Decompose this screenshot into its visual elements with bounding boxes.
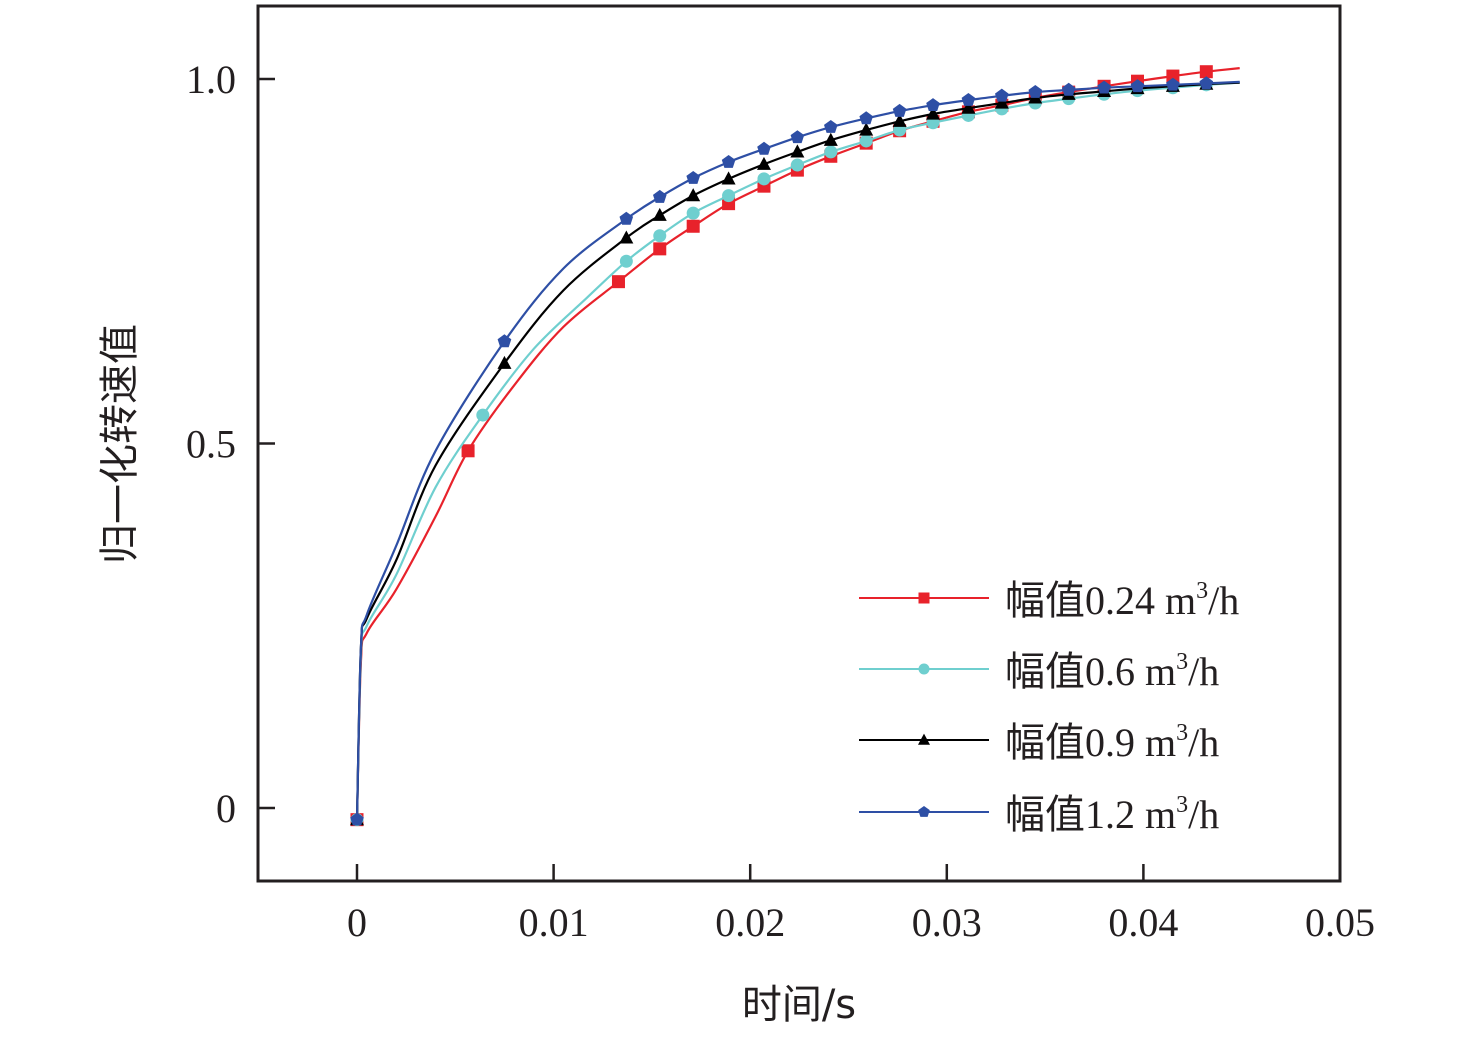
data-point: [961, 100, 976, 114]
legend-label: 幅值0.9 m3/h: [1005, 720, 1219, 765]
data-point: [497, 355, 512, 369]
data-point: [686, 206, 700, 220]
data-point: [790, 144, 805, 158]
data-point: [619, 230, 634, 244]
series-1: [350, 78, 1240, 827]
data-point: [1097, 80, 1111, 94]
data-point: [961, 93, 976, 106]
series-line: [355, 81, 1240, 820]
data-point: [721, 171, 736, 185]
data-point: [653, 229, 667, 243]
series-2: [350, 76, 1240, 826]
series-0: [350, 65, 1240, 827]
x-tick-label: 0.05: [1305, 900, 1375, 945]
y-tick-label: 0: [216, 786, 236, 831]
series-layer: [350, 65, 1240, 827]
data-point: [995, 88, 1009, 102]
series-line: [355, 67, 1240, 820]
data-point: [823, 132, 838, 146]
data-point: [859, 134, 873, 148]
data-point: [790, 158, 804, 172]
data-point: [859, 122, 874, 136]
legend-marker: [918, 663, 930, 675]
legend-label: 幅值0.6 m3/h: [1005, 649, 1219, 694]
series-3: [350, 76, 1240, 826]
x-tick-label: 0.04: [1108, 900, 1178, 945]
legend-item: 幅值0.24 m3/h: [859, 578, 1239, 623]
legend-item: 幅值1.2 m3/h: [859, 792, 1219, 837]
data-point: [824, 145, 838, 159]
data-point: [619, 254, 633, 268]
data-point: [859, 111, 873, 125]
data-point: [757, 141, 771, 155]
data-point: [653, 189, 667, 203]
legend-marker: [918, 733, 930, 745]
data-point: [926, 98, 940, 111]
data-point: [611, 275, 625, 289]
legend-item: 幅值0.9 m3/h: [859, 720, 1219, 765]
x-tick-label: 0: [347, 900, 367, 945]
legend-label: 幅值0.24 m3/h: [1005, 578, 1239, 623]
data-point: [756, 156, 771, 170]
data-point: [994, 95, 1009, 109]
data-point: [1199, 65, 1213, 79]
data-point: [926, 106, 941, 120]
data-point: [892, 103, 907, 117]
legend-marker: [918, 806, 930, 817]
y-axis: 0 0.5 1.0: [186, 57, 275, 831]
legend: 幅值0.24 m3/h 幅值0.6 m3/h 幅值0.9 m3/h 幅值1.2 m3/…: [859, 578, 1239, 837]
data-point: [1166, 69, 1180, 83]
data-point: [824, 120, 838, 133]
data-point: [1061, 82, 1076, 96]
data-point: [652, 207, 667, 221]
series-line: [355, 80, 1240, 820]
data-point: [619, 211, 634, 225]
data-point: [686, 171, 700, 184]
data-point: [892, 113, 907, 127]
legend-item: 幅值0.6 m3/h: [859, 649, 1219, 694]
data-point: [497, 334, 512, 348]
legend-marker: [918, 592, 930, 604]
data-point: [461, 444, 475, 458]
x-axis: 0 0.01 0.02 0.03 0.04 0.05: [347, 864, 1375, 945]
data-point: [1166, 77, 1180, 91]
data-point: [686, 188, 701, 202]
y-axis-title: 归一化转速值: [97, 324, 143, 564]
y-tick-label: 1.0: [186, 57, 236, 102]
data-point: [722, 189, 736, 203]
data-point: [1130, 79, 1145, 93]
data-point: [476, 408, 490, 422]
series-line: [355, 81, 1240, 820]
x-tick-label: 0.01: [519, 900, 589, 945]
data-point: [686, 219, 700, 233]
data-point: [1028, 85, 1043, 98]
data-point: [790, 130, 805, 144]
x-tick-label: 0.02: [715, 900, 785, 945]
data-point: [721, 155, 736, 168]
y-tick-label: 0.5: [186, 422, 236, 467]
data-point: [757, 172, 771, 186]
x-axis-title: 时间/s: [742, 982, 856, 1028]
data-point: [350, 812, 364, 826]
data-point: [1199, 76, 1214, 90]
data-point: [653, 242, 667, 256]
legend-label: 幅值1.2 m3/h: [1005, 792, 1219, 837]
x-tick-label: 0.03: [912, 900, 982, 945]
